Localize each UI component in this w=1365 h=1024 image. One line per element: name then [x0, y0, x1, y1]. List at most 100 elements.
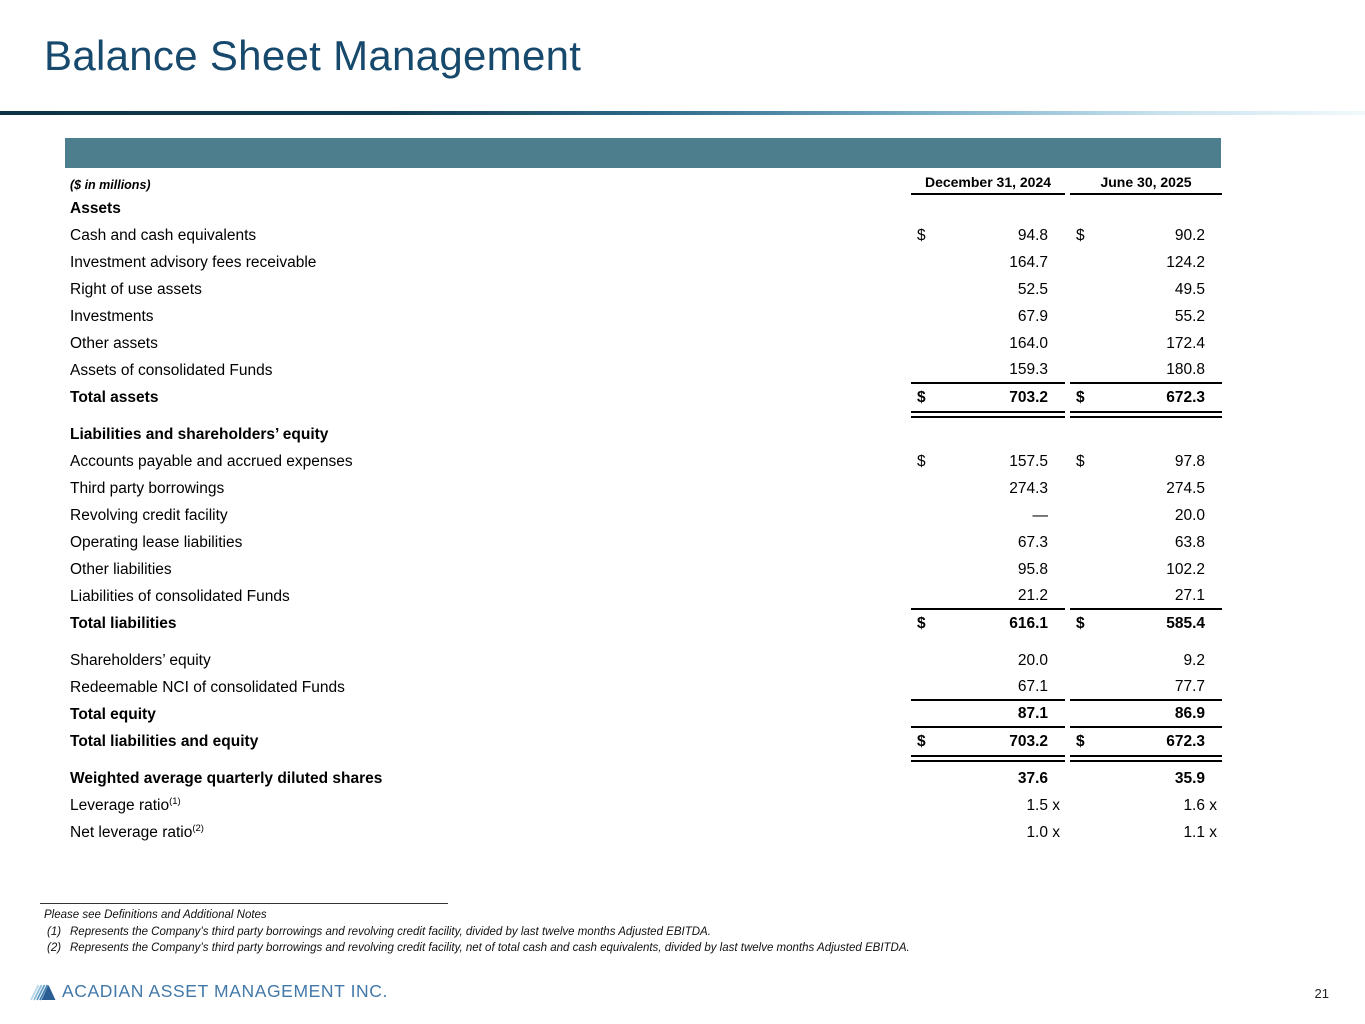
cell-value: 37.6 [1017, 769, 1048, 787]
row-label: Total equity [65, 706, 911, 724]
table-row: Other assets 164.0 172.4 [65, 330, 1222, 357]
cell-value: 672.3 [1166, 388, 1205, 406]
row-label: Total liabilities [65, 615, 911, 633]
cell-value: 95.8 [1017, 560, 1048, 578]
row-label: Net leverage ratio(2) [65, 823, 911, 842]
cell-value: 672.3 [1166, 732, 1205, 750]
row-label: Liabilities of consolidated Funds [65, 588, 911, 606]
row-label-text: Redeemable NCI of consolidated Funds [70, 678, 345, 696]
table-row: Revolving credit facility — 20.0 [65, 502, 1222, 529]
dollar-sign: $ [1076, 614, 1085, 632]
row-label: Investments [65, 308, 911, 326]
value-suffix: x [1048, 823, 1061, 841]
value-cell: 124.2 [1070, 249, 1222, 276]
table-row: Weighted average quarterly diluted share… [65, 765, 1222, 792]
footnote-divider [40, 903, 448, 904]
dollar-sign: $ [917, 732, 926, 750]
cell-value: 157.5 [1009, 452, 1048, 470]
value-cell: 87.1 [911, 701, 1065, 728]
row-label: Operating lease liabilities [65, 534, 911, 552]
value-cell: 20.0 [911, 647, 1065, 674]
table-row: Liabilities of consolidated Funds 21.2 27.… [65, 583, 1222, 610]
value-cell: $672.3 [1070, 384, 1222, 418]
table-row: Investments 67.9 55.2 [65, 303, 1222, 330]
table-header-row: ($ in millions) December 31, 2024 June 3… [65, 172, 1222, 195]
footnote-ref: (1) [169, 795, 181, 807]
value-cell: 52.5 [911, 276, 1065, 303]
cell-value: 90.2 [1174, 226, 1205, 244]
table-row: Cash and cash equivalents $94.8 $90.2 [65, 222, 1222, 249]
row-label: Third party borrowings [65, 480, 911, 498]
row-label-text: Liabilities and shareholders’ equity [70, 425, 329, 443]
value-cell: $703.2 [911, 384, 1065, 418]
row-label: Cash and cash equivalents [65, 227, 911, 245]
dollar-sign: $ [1076, 452, 1085, 470]
table-row: Investment advisory fees receivable 164.7… [65, 249, 1222, 276]
value-suffix: x [1205, 823, 1218, 841]
value-cell: 180.8 [1070, 357, 1222, 384]
row-label-text: Operating lease liabilities [70, 533, 243, 551]
cell-value: 102.2 [1166, 560, 1205, 578]
row-label-text: Weighted average quarterly diluted share… [70, 769, 383, 787]
company-name: ACADIAN ASSET MANAGEMENT INC. [62, 981, 388, 1001]
cell-value: 164.7 [1009, 253, 1048, 271]
title-divider [0, 111, 1365, 115]
value-cell: 27.1 [1070, 583, 1222, 610]
value-cell: 37.6 [911, 765, 1065, 792]
table-row: Accounts payable and accrued expenses $15… [65, 448, 1222, 475]
table-row: Total assets $703.2 $672.3 [65, 384, 1222, 418]
column-header-dec-31-2024: December 31, 2024 [911, 174, 1065, 195]
row-label-text: Leverage ratio [70, 796, 170, 814]
row-label: Accounts payable and accrued expenses [65, 453, 911, 471]
row-label: Other assets [65, 335, 911, 353]
row-label-text: Other assets [70, 334, 158, 352]
dollar-sign: $ [917, 614, 926, 632]
value-cell: 67.3 [911, 529, 1065, 556]
dollar-sign: $ [917, 226, 926, 244]
row-label: Assets of consolidated Funds [65, 362, 911, 380]
value-cell: 86.9 [1070, 701, 1222, 728]
footnote-item: (2) Represents the Company’s third party… [40, 941, 1350, 955]
table-row: Net leverage ratio(2) 1.0 x 1.1 x [65, 819, 1222, 846]
footnote-intro: Please see Definitions and Additional No… [44, 909, 267, 921]
row-label-text: Assets of consolidated Funds [70, 361, 273, 379]
section-gap [65, 637, 1222, 647]
row-label: Right of use assets [65, 281, 911, 299]
value-cell: 20.0 [1070, 502, 1222, 529]
value-cell: 159.3 [911, 357, 1065, 384]
row-label: Other liabilities [65, 561, 911, 579]
cell-value: 35.9 [1174, 769, 1205, 787]
row-label-text: Net leverage ratio [70, 823, 193, 841]
row-label: Revolving credit facility [65, 507, 911, 525]
row-label: Liabilities and shareholders’ equity [65, 426, 911, 444]
row-label: Weighted average quarterly diluted share… [65, 770, 911, 788]
value-cell: 49.5 [1070, 276, 1222, 303]
row-label-text: Revolving credit facility [70, 506, 228, 524]
cell-value: 1.1 [1183, 823, 1205, 841]
cell-value: 97.8 [1174, 452, 1205, 470]
value-cell: $616.1 [911, 610, 1065, 637]
footnote-text: Represents the Company’s third party bor… [70, 925, 711, 938]
row-label-text: Liabilities of consolidated Funds [70, 587, 290, 605]
cell-value: 703.2 [1009, 732, 1048, 750]
page-number: 21 [1314, 986, 1329, 1001]
row-label-text: Third party borrowings [70, 479, 225, 497]
row-label-text: Total assets [70, 388, 159, 406]
value-cell: $94.8 [911, 222, 1065, 249]
value-cell: 21.2 [911, 583, 1065, 610]
value-cell: 172.4 [1070, 330, 1222, 357]
cell-value: 20.0 [1017, 651, 1048, 669]
cell-value: 1.0 [1026, 823, 1048, 841]
cell-value: 67.9 [1017, 307, 1048, 325]
row-label-text: Shareholders’ equity [70, 651, 211, 669]
value-cell: 274.3 [911, 475, 1065, 502]
row-label: Investment advisory fees receivable [65, 254, 911, 272]
units-label: ($ in millions) [70, 178, 151, 192]
cell-value: 1.6 [1183, 796, 1205, 814]
value-cell [1070, 421, 1222, 448]
row-label-text: Investments [70, 307, 154, 325]
value-cell [911, 421, 1065, 448]
value-cell: $97.8 [1070, 448, 1222, 475]
table-row: Total equity 87.1 86.9 [65, 701, 1222, 728]
